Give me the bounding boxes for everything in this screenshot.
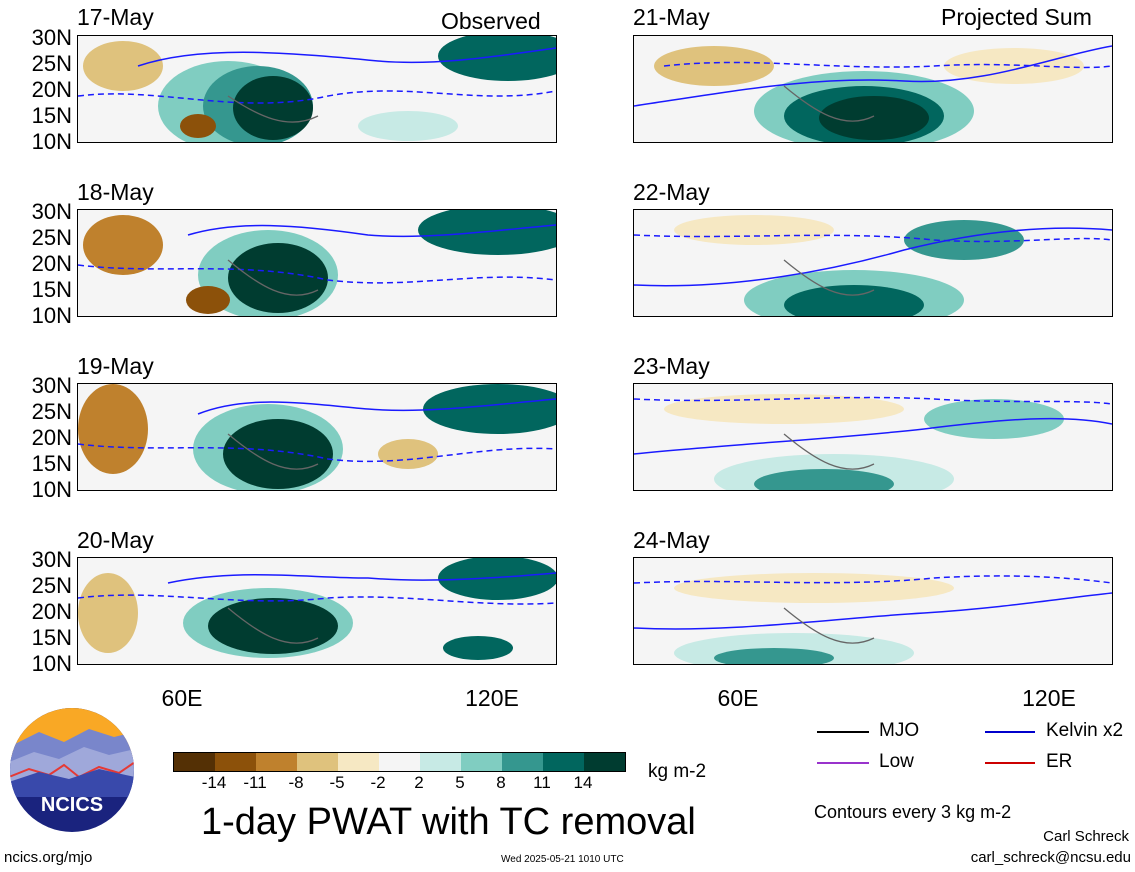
lon-label: 60E: [717, 685, 759, 711]
source-url[interactable]: ncics.org/mjo: [4, 849, 93, 866]
legend-label-kelvin: Kelvin x2: [1046, 720, 1124, 741]
legend-label-er: ER: [1046, 751, 1073, 772]
colorbar-tick: 8: [496, 773, 506, 792]
er-line-sample: [985, 762, 1035, 764]
colorbar-segment: [338, 753, 379, 771]
colorbar-tick: -11: [243, 773, 267, 792]
lat-label: 30N: [31, 25, 72, 50]
lat-label: 15N: [31, 103, 72, 128]
colorbar-segment: [256, 753, 297, 771]
colorbar-segment: [215, 753, 256, 771]
panel-date: 21-May: [633, 4, 710, 30]
pwat-map-panel: [633, 557, 1113, 665]
colorbar-tick: -8: [288, 773, 304, 792]
lat-label: 15N: [31, 451, 72, 476]
ncics-logo: NCICS: [10, 708, 134, 832]
colorbar-units: kg m-2: [648, 761, 707, 782]
lat-label: 15N: [31, 625, 72, 650]
colorbar-tick: 14: [573, 773, 593, 792]
lat-label: 15N: [31, 277, 72, 302]
colorbar-segment: [420, 753, 461, 771]
panel-date: 23-May: [633, 353, 710, 379]
kelvin-line-sample: [985, 731, 1035, 733]
pwat-map-panel: [77, 557, 557, 665]
mjo-line-sample: [817, 731, 869, 733]
low-line-sample: [817, 762, 869, 764]
projected-sum-label: Projected Sum: [941, 4, 1092, 30]
pwat-map-panel: [77, 209, 557, 317]
colorbar-tick: -2: [370, 773, 386, 792]
lon-label: 120E: [1022, 685, 1076, 711]
author-email[interactable]: carl_schreck@ncsu.edu: [970, 849, 1131, 866]
pwat-map-panel: [633, 383, 1113, 491]
colorbar-segment: [543, 753, 584, 771]
lat-label: 25N: [31, 573, 72, 598]
lon-label: 120E: [465, 685, 519, 711]
lat-label: 20N: [31, 599, 72, 624]
colorbar-segment: [461, 753, 502, 771]
panel-date: 24-May: [633, 527, 710, 553]
legend-label-low: Low: [879, 751, 914, 772]
lat-label: 25N: [31, 399, 72, 424]
colorbar-tick: 11: [533, 773, 551, 792]
timestamp: Wed 2025-05-21 1010 UTC: [501, 854, 624, 865]
pwat-map-panel: [633, 35, 1113, 143]
colorbar-segment: [297, 753, 338, 771]
logo-text: NCICS: [41, 794, 103, 816]
pwat-map-panel: [633, 209, 1113, 317]
colorbar-tick: 5: [455, 773, 465, 792]
lat-label: 10N: [31, 651, 72, 676]
colorbar-segment: [174, 753, 215, 771]
author-name: Carl Schreck: [1043, 828, 1129, 845]
pwat-map-panel: [77, 383, 557, 491]
panel-date: 22-May: [633, 179, 710, 205]
lat-label: 30N: [31, 547, 72, 572]
legend-label-mjo: MJO: [879, 720, 920, 741]
lat-label: 10N: [31, 303, 72, 328]
panel-date: 18-May: [77, 179, 154, 205]
panel-date: 17-May: [77, 4, 154, 30]
colorbar-tick: -14: [201, 773, 227, 792]
panel-date: 19-May: [77, 353, 154, 379]
lat-label: 10N: [31, 129, 72, 154]
colorbar-tick: -5: [329, 773, 345, 792]
lat-label: 30N: [31, 373, 72, 398]
panel-date: 20-May: [77, 527, 154, 553]
lat-label: 20N: [31, 251, 72, 276]
observed-label: Observed: [441, 8, 541, 34]
lat-label: 25N: [31, 225, 72, 250]
figure-title: 1-day PWAT with TC removal: [201, 801, 696, 843]
contour-note: Contours every 3 kg m-2: [814, 802, 1012, 822]
lat-label: 20N: [31, 425, 72, 450]
colorbar-segment: [584, 753, 625, 771]
colorbar-segment: [379, 753, 420, 771]
lat-label: 10N: [31, 477, 72, 502]
colorbar-tick: 2: [414, 773, 424, 792]
colorbar: [173, 752, 626, 772]
colorbar-segment: [502, 753, 543, 771]
lat-label: 30N: [31, 199, 72, 224]
pwat-map-panel: [77, 35, 557, 143]
lat-label: 25N: [31, 51, 72, 76]
lat-label: 20N: [31, 77, 72, 102]
lon-label: 60E: [161, 685, 203, 711]
